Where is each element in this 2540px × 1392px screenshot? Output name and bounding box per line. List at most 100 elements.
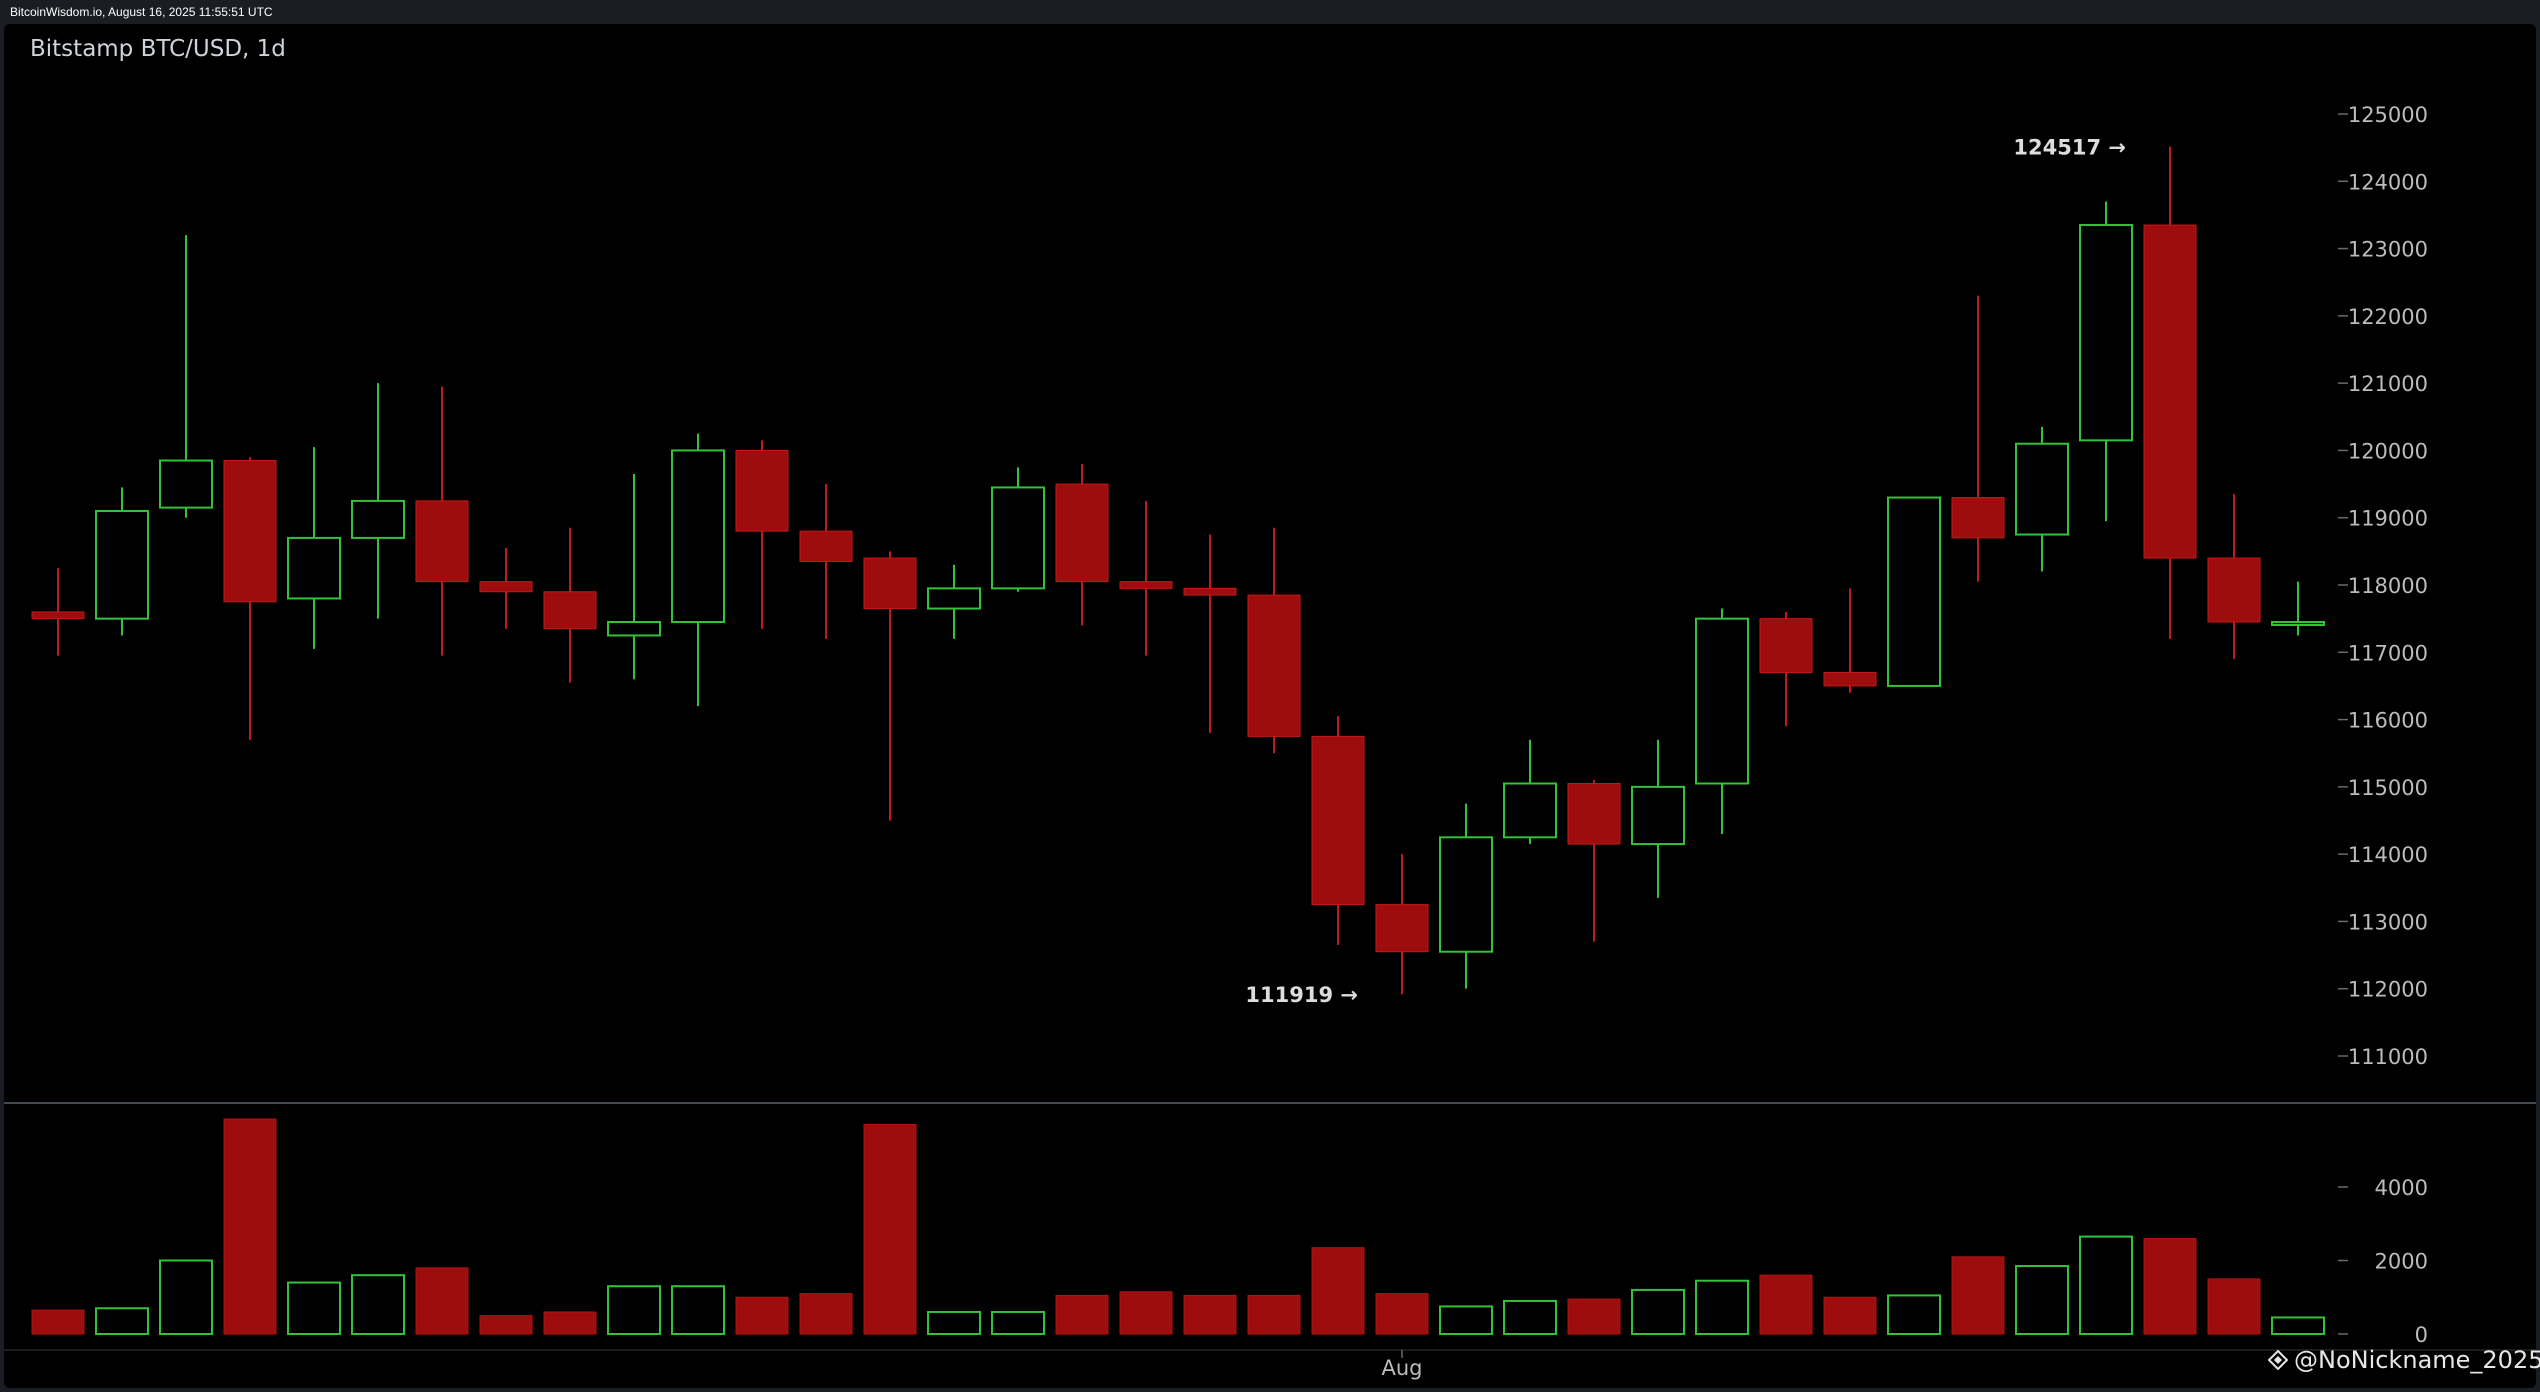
- price-tick-label: 116000: [2348, 709, 2428, 733]
- candle: [479, 547, 533, 629]
- candle-body: [863, 557, 917, 610]
- candle-body: [95, 509, 149, 620]
- candle-body: [1631, 785, 1685, 846]
- candle: [95, 487, 149, 636]
- price-tick-label: 117000: [2348, 641, 2428, 665]
- candle: [991, 467, 1045, 592]
- price-axis: 111000 112000 113000 114000 115000 116000 1170…: [2338, 103, 2428, 1069]
- volume-bar: [31, 1309, 85, 1335]
- candle: [159, 235, 213, 518]
- volume-tick-label: 0: [2415, 1323, 2428, 1347]
- volume-bar: [1631, 1288, 1685, 1336]
- candle-body: [1311, 735, 1365, 906]
- candle: [1759, 611, 1813, 727]
- candle-body: [1439, 836, 1493, 953]
- candle-body: [1951, 497, 2005, 539]
- candle-body: [671, 449, 725, 624]
- candle: [543, 527, 597, 683]
- candle-body: [415, 500, 469, 583]
- diamond-logo-icon: [2267, 1348, 2289, 1371]
- volume-bar: [1823, 1296, 1877, 1335]
- candle-body: [1247, 594, 1301, 737]
- candle-body: [927, 587, 981, 610]
- candle: [1951, 295, 2005, 582]
- candle: [1887, 496, 1941, 687]
- candle-body: [2079, 224, 2133, 442]
- candle: [1311, 716, 1365, 945]
- candle: [1695, 608, 1749, 834]
- candle: [1183, 534, 1237, 734]
- volume-bar: [351, 1274, 405, 1335]
- price-tick-label: 119000: [2348, 507, 2428, 531]
- candle: [2015, 426, 2069, 572]
- candle-body: [1887, 496, 1941, 687]
- annotations: 124517 → 111919 →: [1245, 135, 2126, 1007]
- volume-bar: [479, 1315, 533, 1335]
- candle-body: [351, 499, 405, 539]
- source-bar: BitcoinWisdom.io, August 16, 2025 11:55:…: [0, 0, 2540, 26]
- watermark: @NoNickname_2025: [2267, 1346, 2540, 1374]
- candle-body: [287, 536, 341, 600]
- candle: [287, 447, 341, 649]
- candle: [1055, 463, 1109, 626]
- volume-bar: [1055, 1294, 1109, 1335]
- candle: [1631, 739, 1685, 898]
- volume-bar: [607, 1285, 661, 1335]
- candle-body: [543, 591, 597, 630]
- candle: [671, 433, 725, 707]
- candle-body: [1567, 782, 1621, 845]
- candle-body: [1759, 618, 1813, 673]
- candle: [2079, 201, 2133, 522]
- candle-body: [1119, 581, 1173, 589]
- volume-tick-label: 4000: [2375, 1176, 2428, 1200]
- candle: [927, 564, 981, 639]
- price-tick-label: 118000: [2348, 574, 2428, 598]
- candle-body: [223, 460, 277, 603]
- candle-body: [735, 449, 789, 532]
- candle: [1119, 500, 1173, 656]
- volume-bar: [159, 1259, 213, 1335]
- candle-body: [1183, 587, 1237, 596]
- chart-title: Bitstamp BTC/USD, 1d: [30, 36, 286, 62]
- volume-bar: [1951, 1256, 2005, 1335]
- candle: [863, 551, 917, 821]
- volume-bar: [2143, 1237, 2197, 1335]
- candles: [31, 146, 2325, 995]
- candle-body: [799, 530, 853, 562]
- volume-bar: [2271, 1316, 2325, 1336]
- price-tick-label: 124000: [2348, 170, 2428, 194]
- volume-bars: [31, 1118, 2325, 1336]
- price-tick-label: 122000: [2348, 305, 2428, 329]
- price-tick-label: 123000: [2348, 238, 2428, 262]
- candle: [607, 473, 661, 680]
- candle: [2271, 581, 2325, 636]
- volume-bar: [927, 1310, 981, 1335]
- candle-body: [1503, 782, 1557, 839]
- candle: [1247, 527, 1301, 754]
- candle: [799, 484, 853, 639]
- candle-body: [2015, 442, 2069, 536]
- price-tick-label: 121000: [2348, 372, 2428, 396]
- low-annotation: 111919 →: [1245, 983, 1358, 1007]
- candle-body: [607, 621, 661, 637]
- source-text: BitcoinWisdom.io, August 16, 2025 11:55:…: [10, 5, 273, 19]
- candle-body: [1375, 904, 1429, 953]
- candle: [1567, 780, 1621, 942]
- candle: [1375, 854, 1429, 995]
- price-tick-label: 114000: [2348, 843, 2428, 867]
- volume-bar: [543, 1311, 597, 1335]
- candle: [2207, 494, 2261, 660]
- candle-body: [479, 581, 533, 593]
- volume-bar: [1439, 1305, 1493, 1335]
- volume-tick-label: 2000: [2375, 1250, 2428, 1274]
- volume-bar: [1695, 1279, 1749, 1336]
- candle-body: [1823, 671, 1877, 687]
- candle-body: [2207, 557, 2261, 623]
- watermark-text: @NoNickname_2025: [2294, 1346, 2540, 1374]
- price-tick-label: 112000: [2348, 978, 2428, 1002]
- chart-frame: 111000 112000 113000 114000 115000 116000 1170…: [0, 24, 2540, 1388]
- candle: [1439, 803, 1493, 989]
- volume-bar: [1311, 1247, 1365, 1335]
- volume-bar: [1759, 1274, 1813, 1335]
- volume-bar: [415, 1267, 469, 1335]
